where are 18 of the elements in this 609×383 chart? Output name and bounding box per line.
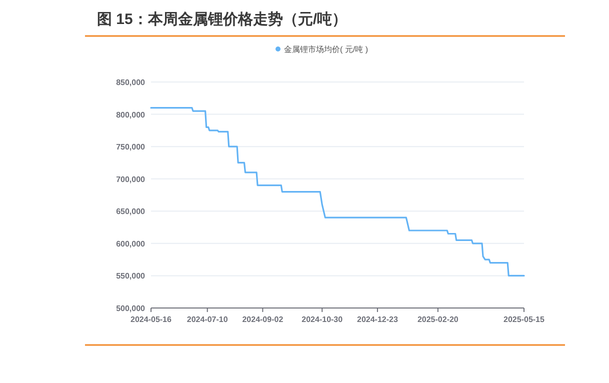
y-tick-label: 700,000: [116, 174, 146, 184]
x-tick-label: 2025-05-15: [504, 315, 546, 324]
legend-label: 金属锂市场均价( 元/吨 ): [284, 45, 368, 54]
x-tick-label: 2024-07-10: [186, 315, 228, 324]
title: 图 15：本周金属锂价格走势（元/吨）: [97, 11, 348, 28]
y-tick-label: 800,000: [116, 110, 146, 120]
x-tick-label: 2024-10-30: [302, 315, 344, 324]
y-tick-label: 850,000: [116, 78, 146, 87]
y-tick-label: 500,000: [116, 304, 146, 313]
x-tick-label: 2024-09-02: [242, 315, 284, 324]
y-tick-label: 750,000: [116, 142, 146, 152]
y-tick-label: 550,000: [116, 272, 146, 281]
line-series: [150, 107, 525, 277]
x-tick-label: 2025-02-20: [417, 315, 459, 324]
y-tick-label: 650,000: [116, 207, 146, 216]
y-tick-label: 600,000: [116, 239, 146, 248]
x-tick-label: 2024-05-16: [130, 315, 172, 324]
x-tick-label: 2024-12-23: [357, 315, 398, 324]
